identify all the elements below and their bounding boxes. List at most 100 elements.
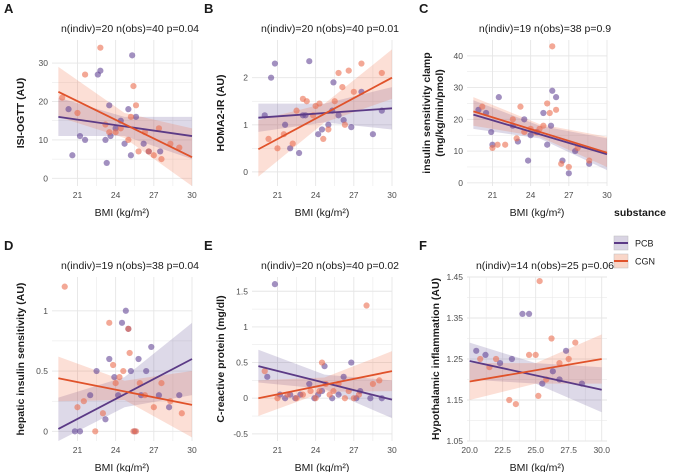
data-point-pcb: [106, 102, 113, 109]
y-axis-label-units: (mg/kg/min/pmol): [434, 69, 446, 157]
data-point-pcb: [121, 140, 128, 147]
data-point-pcb: [482, 351, 489, 358]
data-point-pcb: [524, 157, 532, 164]
data-point-cgn: [132, 428, 140, 435]
data-point-cgn: [158, 380, 165, 387]
data-point-pcb: [132, 113, 140, 120]
data-point-cgn: [331, 98, 338, 105]
legend: substance PCB CGN: [613, 207, 666, 269]
data-point-cgn: [546, 109, 553, 117]
data-point-cgn: [112, 380, 119, 387]
data-point-cgn: [316, 100, 323, 107]
data-point-cgn: [363, 302, 370, 309]
regression-line-pcb: [57, 358, 193, 430]
data-point-pcb: [495, 94, 502, 101]
y-tick-label: 1: [43, 306, 48, 316]
data-point-pcb: [335, 112, 342, 119]
data-point-cgn: [81, 71, 89, 78]
x-tick-label: 27: [149, 190, 159, 200]
data-point-cgn: [274, 145, 281, 152]
data-point-cgn: [525, 351, 533, 358]
x-tick-label: 22.5: [494, 445, 511, 455]
data-point-pcb: [367, 395, 374, 402]
data-point-cgn: [558, 160, 565, 167]
panel-letter: A: [4, 1, 14, 16]
data-point-cgn: [112, 129, 119, 136]
data-point-cgn: [80, 398, 87, 405]
data-point-pcb: [127, 367, 135, 375]
data-point-cgn: [289, 140, 296, 147]
x-tick-label: 30: [187, 445, 197, 455]
x-tick-label: 25.0: [527, 445, 544, 455]
panel-letter: D: [4, 238, 13, 253]
x-tick-label: 24: [111, 445, 121, 455]
data-point-cgn: [158, 156, 165, 163]
panel-c: 21 24 27 30 0 10 20 30 40 n(indiv)=19 n(obs)=38 p…: [419, 1, 612, 219]
data-point-cgn: [494, 141, 501, 148]
panel-title: n(indiv)=19 n(obs)=38 p=0.04: [61, 260, 199, 272]
regression-line-cgn: [58, 377, 193, 406]
x-tick-label: 27: [564, 190, 574, 200]
data-point-cgn: [350, 395, 357, 402]
data-point-cgn: [517, 103, 524, 110]
x-tick-label: 21: [73, 445, 83, 455]
data-point-pcb: [519, 310, 526, 317]
regression-line-pcb: [258, 365, 393, 401]
data-point-pcb: [148, 343, 155, 351]
gridlines: [252, 277, 393, 441]
data-point-cgn: [106, 319, 113, 326]
x-tick-label: 30.0: [593, 445, 610, 455]
data-point-cgn: [572, 339, 579, 346]
data-point-pcb: [65, 106, 72, 113]
data-point-pcb: [340, 373, 347, 380]
data-point-cgn: [556, 360, 563, 367]
data-point-pcb: [521, 116, 528, 123]
y-axis-label: hepatic insulin sensitivity (AU): [15, 283, 27, 436]
x-tick-label: 30: [602, 190, 612, 200]
y-tick-label: 30: [39, 58, 49, 68]
x-tick-label: 24: [111, 190, 121, 200]
data-point-pcb: [125, 106, 132, 113]
x-tick-label: 30: [387, 445, 397, 455]
data-point-cgn: [532, 351, 539, 358]
x-tick-label: 30: [387, 190, 397, 200]
data-point-pcb: [281, 121, 289, 128]
data-point-cgn: [369, 380, 377, 388]
x-axis-label: BMI (kg/m²): [295, 207, 350, 219]
data-point-cgn: [512, 401, 519, 408]
legend-title: substance: [614, 207, 666, 219]
x-tick-label: 24: [526, 190, 536, 200]
panel-letter: B: [204, 1, 213, 16]
x-tick-label: 27: [349, 190, 359, 200]
y-tick-label: 0: [243, 167, 248, 177]
data-point-pcb: [295, 149, 303, 157]
panel-letter: F: [419, 238, 427, 253]
regression-line-cgn: [473, 110, 608, 154]
confidence-band-pcb: [258, 87, 392, 132]
x-tick-label: 24: [311, 190, 321, 200]
data-point-pcb: [318, 126, 326, 133]
regression-line-pcb: [469, 360, 602, 391]
y-axis-label: Hypothalamic inflammation (AU): [430, 278, 442, 440]
data-point-pcb: [547, 122, 555, 129]
data-point-pcb: [335, 391, 342, 398]
data-point-cgn: [125, 325, 132, 332]
data-point-cgn: [339, 83, 346, 91]
y-tick-label: 0: [43, 173, 48, 183]
data-point-cgn: [97, 44, 104, 51]
data-point-pcb: [157, 148, 164, 155]
data-point-pcb: [496, 360, 504, 367]
x-tick-label: 27: [149, 445, 159, 455]
data-point-pcb: [330, 79, 337, 86]
data-point-cgn: [59, 94, 66, 101]
data-point-cgn: [316, 387, 323, 395]
data-point-cgn: [130, 83, 137, 90]
data-point-cgn: [74, 109, 81, 117]
data-point-pcb: [129, 52, 136, 59]
data-point-cgn: [127, 113, 135, 120]
data-point-cgn: [506, 396, 513, 404]
data-point-pcb: [306, 58, 313, 65]
x-tick-label: 21: [273, 445, 283, 455]
data-point-cgn: [548, 335, 555, 342]
y-tick-label: 1: [243, 322, 248, 332]
